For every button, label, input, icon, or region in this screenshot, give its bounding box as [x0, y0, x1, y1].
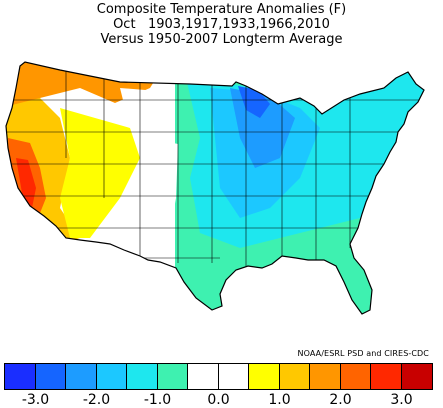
color-scale-tick-label: -3.0	[21, 392, 50, 408]
data-credit: NOAA/ESRL PSD and CIRES-CDC	[297, 349, 429, 358]
color-scale-swatch	[340, 364, 371, 389]
region-texas-slight-cool	[180, 248, 230, 306]
region-great-plains-normal	[138, 138, 178, 260]
color-scale-swatch	[188, 364, 219, 389]
color-scale-tick-label: 2.0	[329, 392, 352, 408]
us-outline	[5, 61, 425, 315]
color-scale-swatch	[401, 364, 432, 389]
map-subtitle-baseline: Versus 1950-2007 Longterm Average	[100, 32, 343, 47]
color-scale-swatch	[249, 364, 280, 389]
color-scale-swatch	[5, 364, 36, 389]
color-scale-swatch	[96, 364, 127, 389]
map-subtitle-years: Oct 1903,1917,1933,1966,2010	[113, 17, 330, 32]
temperature-anomaly-map	[5, 61, 425, 315]
color-scale-swatch	[127, 364, 158, 389]
color-scale-swatch	[218, 364, 249, 389]
color-scale-tick-label: -2.0	[82, 392, 111, 408]
color-scale-swatch	[66, 364, 97, 389]
region-california-hottest	[16, 158, 36, 208]
map-title: Composite Temperature Anomalies (F)	[96, 2, 347, 17]
color-scale-swatch	[35, 364, 66, 389]
color-scale-swatch	[279, 364, 310, 389]
color-scale-swatch	[157, 364, 188, 389]
color-scale-tick-label: 0.0	[207, 392, 230, 408]
color-scale-bar	[4, 363, 433, 390]
color-scale-swatch	[371, 364, 402, 389]
color-scale-swatch	[310, 364, 341, 389]
region-great-basin-warm	[60, 108, 140, 238]
color-scale-tick-label: 3.0	[390, 392, 413, 408]
color-scale-tick-label: -1.0	[143, 392, 172, 408]
color-scale-tick-label: 1.0	[268, 392, 291, 408]
